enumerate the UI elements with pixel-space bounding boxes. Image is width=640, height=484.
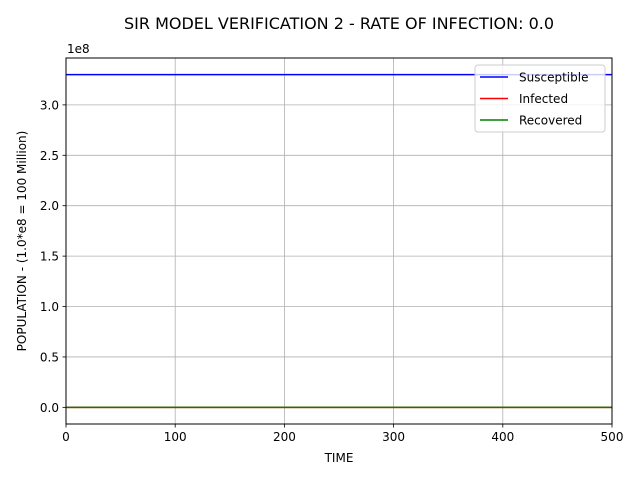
y-tick-label: 0.0 [40,401,59,415]
x-tick-label: 0 [62,430,70,444]
x-tick-label: 100 [164,430,187,444]
y-tick-label: 2.5 [40,149,59,163]
y-tick-label: 1.0 [40,300,59,314]
x-axis-label: TIME [324,451,354,465]
axis-ticks: 0 100 200 300 400 500 0.0 0.5 1.0 1.5 2.0 2.5 3.0 [40,98,624,444]
y-tick-label: 1.5 [40,250,59,264]
y-offset-label: 1e8 [67,42,90,56]
y-tick-label: 0.5 [40,350,59,364]
legend: Susceptible Infected Recovered [474,64,606,133]
chart-title: SIR MODEL VERIFICATION 2 - RATE OF INFEC… [124,14,554,33]
y-axis-label: POPULATION - (1.0*e8 = 100 Million) [15,131,29,352]
x-tick-label: 300 [382,430,405,444]
plot-frame [65,57,613,425]
legend-box [474,64,606,133]
x-tick-label: 400 [491,430,514,444]
y-tick-label: 3.0 [40,98,59,112]
legend-label-susceptible: Susceptible [519,71,588,85]
legend-label-recovered: Recovered [519,114,582,128]
grid [65,58,613,424]
x-tick-label: 500 [601,430,624,444]
legend-label-infected: Infected [519,92,568,106]
x-tick-label: 200 [273,430,296,444]
y-tick-label: 2.0 [40,199,59,213]
